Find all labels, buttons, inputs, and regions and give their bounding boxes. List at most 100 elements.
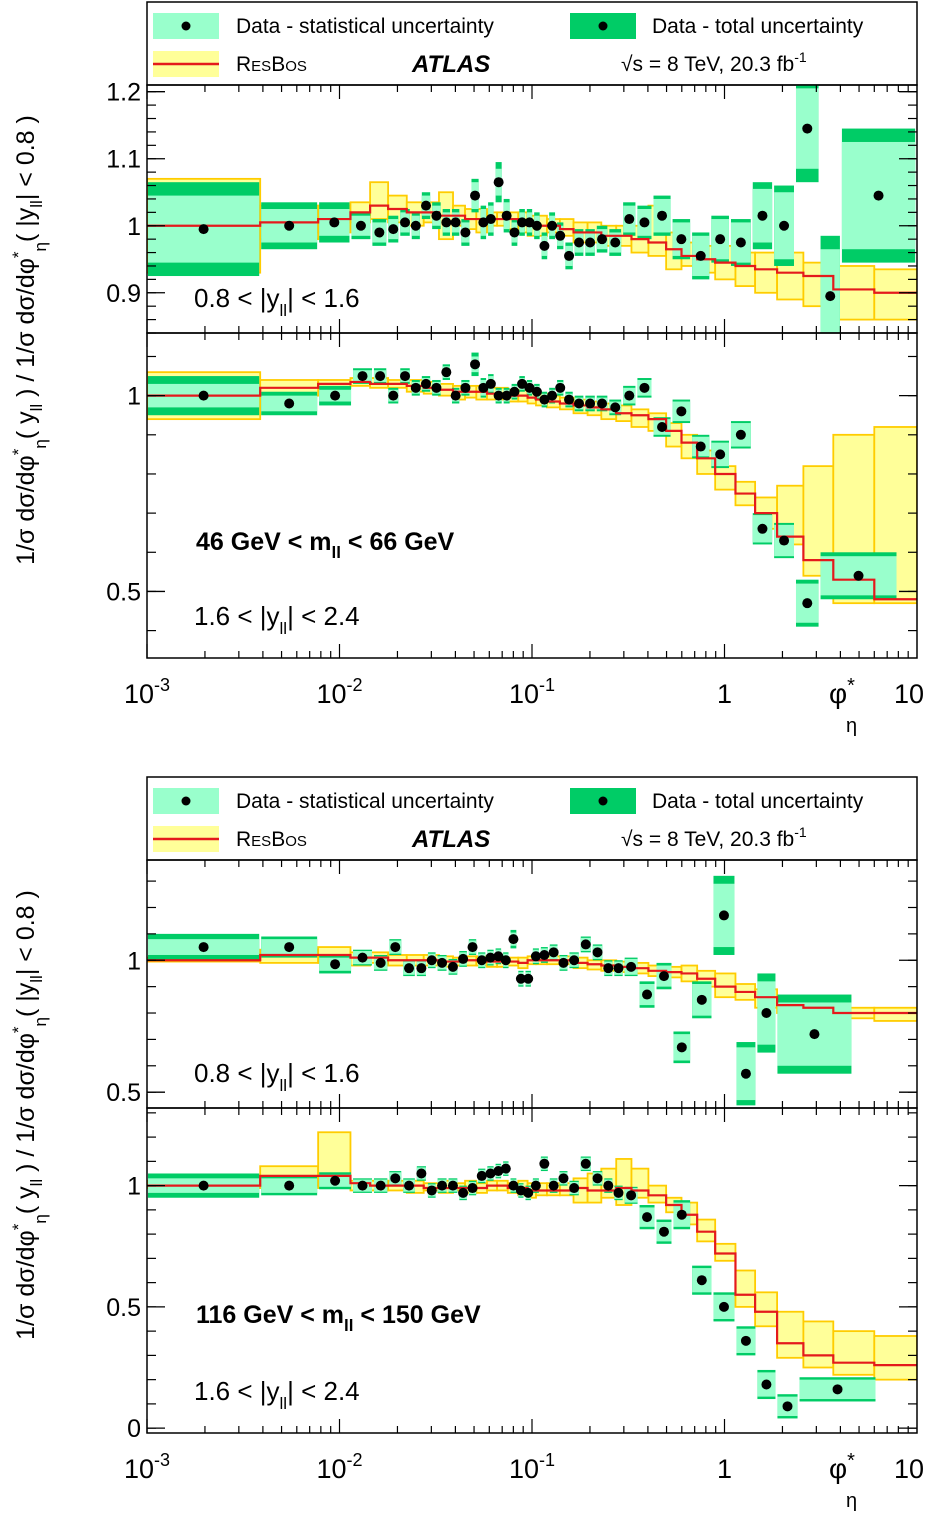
plot-area <box>147 875 917 1106</box>
legend-stat-label: Data - statistical uncertainty <box>236 790 494 813</box>
data-point <box>404 963 415 974</box>
y-tick-label: 1.1 <box>106 146 141 174</box>
data-point <box>198 942 209 953</box>
data-point <box>357 952 368 963</box>
legend-box <box>146 1 918 86</box>
data-point <box>676 406 687 417</box>
atlas-label: ATLAS <box>411 51 490 78</box>
y-tick-label: 1 <box>127 947 141 975</box>
data-point <box>718 910 729 921</box>
data-point <box>485 1168 496 1179</box>
data-point <box>569 1183 580 1194</box>
data-point <box>284 220 295 231</box>
data-point <box>509 227 520 238</box>
data-point <box>485 952 496 963</box>
panel-2: 0 0.5 1 1.6 < |yll| < 2.4 116 GeV < mll < 15… <box>106 1107 918 1443</box>
data-point <box>198 1180 209 1191</box>
data-point <box>390 942 401 953</box>
data-point <box>695 441 706 452</box>
legend-stat-marker <box>181 21 191 31</box>
data-point <box>539 949 550 960</box>
data-point <box>426 1185 437 1196</box>
data-point <box>658 1226 669 1237</box>
data-point <box>613 1187 624 1198</box>
data-point <box>610 237 621 248</box>
data-point <box>467 1183 478 1194</box>
data-point <box>410 220 421 231</box>
data-point <box>416 963 427 974</box>
data-point <box>431 210 442 221</box>
data-point <box>357 371 368 382</box>
data-point <box>639 382 650 393</box>
theory-band-bin <box>776 1310 805 1359</box>
data-point <box>460 382 471 393</box>
theory-band-bin <box>714 1242 737 1262</box>
data-point <box>284 942 295 953</box>
data-point <box>493 390 504 401</box>
data-point <box>284 398 295 409</box>
theory-band-bin <box>630 408 650 428</box>
data-point <box>757 523 768 534</box>
data-point <box>493 951 504 962</box>
data-point <box>695 250 706 261</box>
data-point <box>530 951 541 962</box>
figure-2: Data - statistical uncertainty Data - tot… <box>9 776 924 1512</box>
y-tick-label: 0 <box>127 1415 141 1443</box>
data-point <box>450 217 461 228</box>
x-tick-label: 10-1 <box>509 675 555 709</box>
energy-label: √s = 8 TeV, 20.3 fb-1 <box>621 824 807 851</box>
legend-total-marker <box>598 796 608 806</box>
mass-label: 116 GeV < mll < 150 GeV <box>196 1301 481 1335</box>
data-point <box>555 382 566 393</box>
data-point <box>585 237 596 248</box>
data-point <box>508 934 519 945</box>
data-point <box>873 190 884 201</box>
data-point <box>426 955 437 966</box>
data-point <box>478 382 489 393</box>
theory-central-line <box>147 953 917 1015</box>
data-point <box>613 963 624 974</box>
data-point <box>832 1384 843 1395</box>
data-point <box>853 570 864 581</box>
theory-central-line <box>147 204 917 294</box>
data-point <box>458 1187 469 1198</box>
data-point <box>626 961 637 972</box>
data-point <box>676 234 687 245</box>
data-point <box>715 449 726 460</box>
x-tick-label: 10-3 <box>124 1450 170 1484</box>
rapidity-label: 1.6 < |yll| < 2.4 <box>194 601 360 638</box>
data-point <box>198 224 209 235</box>
data-point <box>676 1209 687 1220</box>
data-point <box>330 959 341 970</box>
data-point <box>642 989 653 1000</box>
data-point <box>574 237 585 248</box>
data-point <box>558 1173 569 1184</box>
data-point <box>198 390 209 401</box>
x-tick-label: 10-1 <box>509 1450 555 1484</box>
y-axis-title: 1/σ dσ/dφ*η( yll ) / 1/σ dσ/dφ*η( |yll| … <box>9 890 50 1340</box>
data-point <box>388 390 399 401</box>
data-point <box>485 378 496 389</box>
theory-central-line <box>147 380 917 601</box>
data-point <box>493 177 504 188</box>
y-tick-label: 0.5 <box>106 578 141 606</box>
data-point <box>531 220 542 231</box>
data-point <box>421 200 432 211</box>
data-point <box>825 291 836 302</box>
data-point <box>441 217 452 228</box>
theory-band-bin <box>734 1269 757 1308</box>
data-point <box>696 994 707 1005</box>
data-point <box>539 1158 550 1169</box>
y-tick-label: 0.5 <box>106 1294 141 1322</box>
y-tick-label: 0.9 <box>106 280 141 308</box>
data-point <box>330 390 341 401</box>
data-point <box>441 367 452 378</box>
data-point <box>515 973 526 984</box>
data-point <box>539 240 550 251</box>
data-point <box>500 1163 511 1174</box>
data-point <box>530 1180 541 1191</box>
data-point <box>624 214 635 225</box>
data-point <box>400 217 411 228</box>
rapidity-label: 1.6 < |yll| < 2.4 <box>194 1376 360 1413</box>
data-point <box>509 386 520 397</box>
